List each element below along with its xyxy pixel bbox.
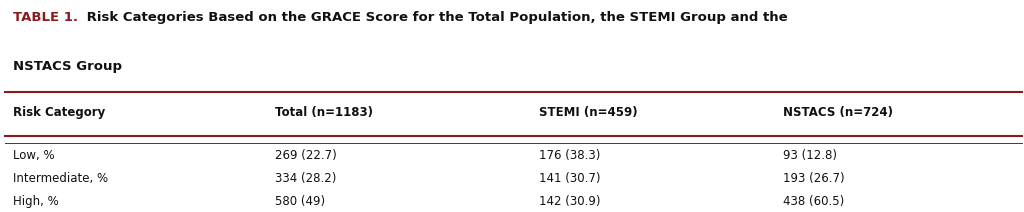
Text: 269 (22.7): 269 (22.7): [274, 149, 336, 162]
Text: Intermediate, %: Intermediate, %: [13, 172, 109, 185]
Text: STEMI (n=459): STEMI (n=459): [539, 106, 638, 119]
Text: 580 (49): 580 (49): [274, 195, 325, 208]
Text: NSTACS (n=724): NSTACS (n=724): [783, 106, 893, 119]
Text: High, %: High, %: [13, 195, 59, 208]
Text: Total (n=1183): Total (n=1183): [274, 106, 373, 119]
Text: 142 (30.9): 142 (30.9): [539, 195, 600, 208]
Text: 334 (28.2): 334 (28.2): [274, 172, 336, 185]
Text: Risk Category: Risk Category: [13, 106, 105, 119]
Text: 141 (30.7): 141 (30.7): [539, 172, 600, 185]
Text: 193 (26.7): 193 (26.7): [783, 172, 845, 185]
Text: 93 (12.8): 93 (12.8): [783, 149, 837, 162]
Text: 176 (38.3): 176 (38.3): [539, 149, 600, 162]
Text: 438 (60.5): 438 (60.5): [783, 195, 844, 208]
Text: Low, %: Low, %: [13, 149, 55, 162]
Text: NSTACS Group: NSTACS Group: [13, 60, 122, 73]
Text: Risk Categories Based on the GRACE Score for the Total Population, the STEMI Gro: Risk Categories Based on the GRACE Score…: [82, 11, 788, 24]
Text: TABLE 1.: TABLE 1.: [13, 11, 78, 24]
